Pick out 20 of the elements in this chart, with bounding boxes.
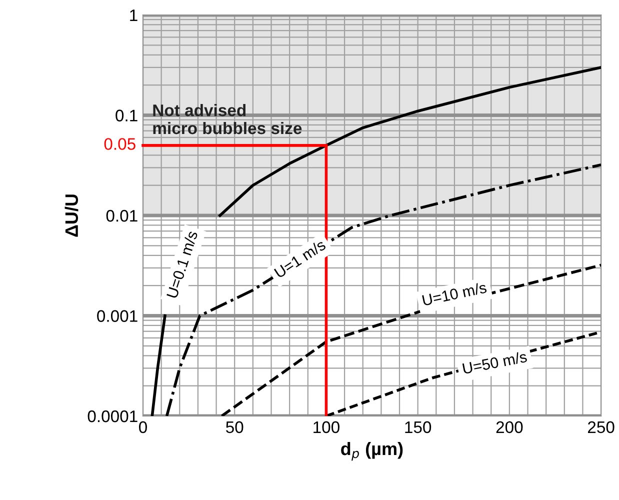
y-tick-label: 0.01 — [106, 210, 138, 222]
ref-line-label: 0.05 — [104, 138, 136, 150]
x-tick-label: 100 — [314, 421, 340, 434]
y-tick-label: 0.0001 — [88, 410, 138, 422]
band-label: Not advised micro bubbles size — [153, 104, 302, 134]
text: U=0.1 m/s — [166, 230, 198, 299]
x-axis-title: d$_{p}$ (µm) — [341, 442, 403, 461]
x-tick-label: 50 — [226, 421, 244, 434]
x-tick-label: 0 — [139, 421, 147, 434]
x-tick-label: 150 — [405, 421, 432, 434]
x-tick-label: 250 — [588, 421, 614, 434]
y-tick-label: 0.001 — [97, 310, 138, 322]
x-tick-label: 200 — [496, 421, 523, 434]
y-tick-label: 0.1 — [116, 110, 138, 122]
line-series — [165, 163, 602, 416]
text: U=1 m/s — [274, 238, 326, 278]
y-axis-title: ΔU/U — [64, 194, 78, 237]
text: U=10 m/s — [422, 282, 487, 306]
y-tick-label: 1 — [130, 10, 138, 22]
text: U=50 m/s — [462, 350, 528, 374]
